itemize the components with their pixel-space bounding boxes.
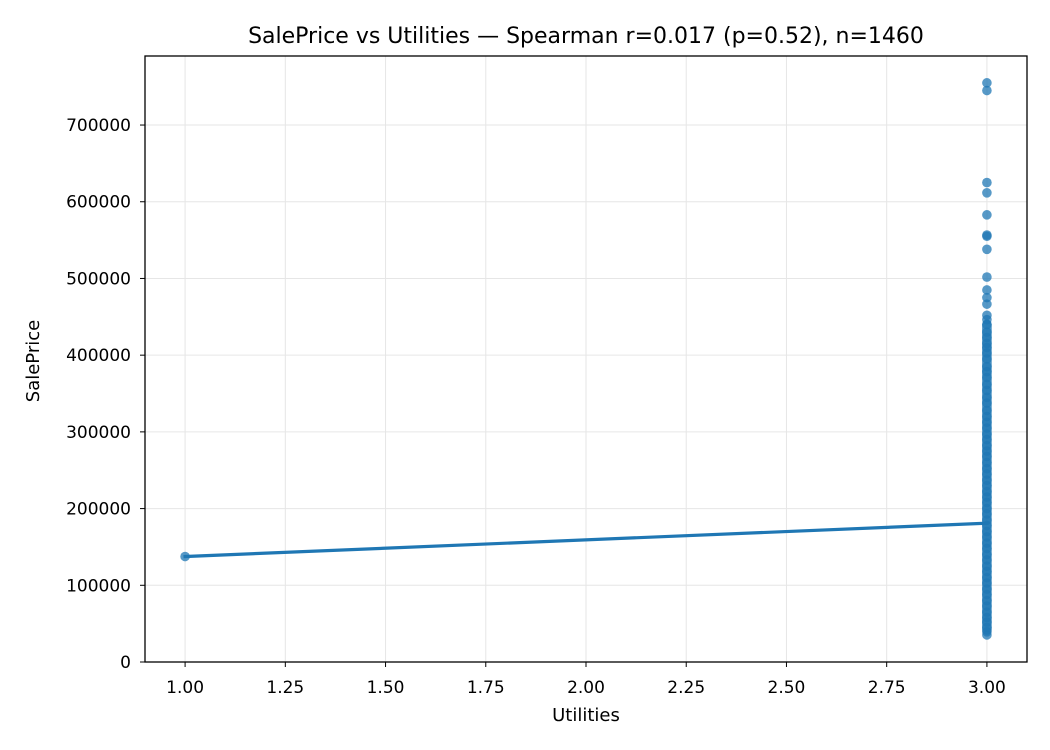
x-tick-label: 3.00 bbox=[968, 678, 1006, 698]
grid-lines bbox=[145, 56, 1027, 663]
scatter-point bbox=[982, 299, 992, 309]
scatter-point bbox=[982, 285, 992, 295]
scatter-point bbox=[982, 244, 992, 255]
x-tick-label: 1.50 bbox=[367, 678, 405, 698]
y-tick-label: 200000 bbox=[66, 500, 131, 520]
x-tick-label: 1.25 bbox=[266, 678, 304, 698]
y-axis-label: SalePrice bbox=[23, 320, 44, 402]
scatter-point bbox=[982, 78, 992, 88]
scatter-density-band bbox=[982, 319, 992, 635]
plot-data bbox=[180, 78, 992, 640]
scatter-point bbox=[982, 177, 992, 188]
x-tick-label: 2.50 bbox=[768, 678, 806, 698]
y-tick-label: 600000 bbox=[66, 193, 131, 213]
scatter-point bbox=[982, 231, 992, 242]
y-tick-label: 100000 bbox=[66, 576, 131, 596]
y-tick-label: 500000 bbox=[66, 269, 131, 289]
scatter-point bbox=[982, 188, 992, 198]
y-tick-label: 700000 bbox=[66, 116, 131, 136]
x-tick-label: 2.00 bbox=[567, 678, 605, 698]
scatter-point bbox=[982, 210, 992, 220]
trend-line bbox=[183, 521, 989, 559]
chart-title: SalePrice vs Utilities — Spearman r=0.01… bbox=[248, 24, 924, 49]
y-tick-label: 0 bbox=[120, 653, 131, 673]
x-tick-label: 2.25 bbox=[667, 678, 705, 698]
axis-ticks: 1.00 1.25 1.50 1.75 2.00 2.25 2.50 2.75 3.00 0 100… bbox=[66, 116, 1006, 698]
x-axis-label: Utilities bbox=[552, 705, 620, 726]
scatter-point bbox=[982, 272, 992, 282]
y-tick-label: 300000 bbox=[66, 423, 131, 443]
x-tick-label: 2.75 bbox=[868, 678, 906, 698]
x-tick-label: 1.75 bbox=[467, 678, 505, 698]
y-tick-label: 400000 bbox=[66, 346, 131, 366]
x-tick-label: 1.00 bbox=[166, 678, 204, 698]
scatter-point bbox=[982, 85, 992, 96]
